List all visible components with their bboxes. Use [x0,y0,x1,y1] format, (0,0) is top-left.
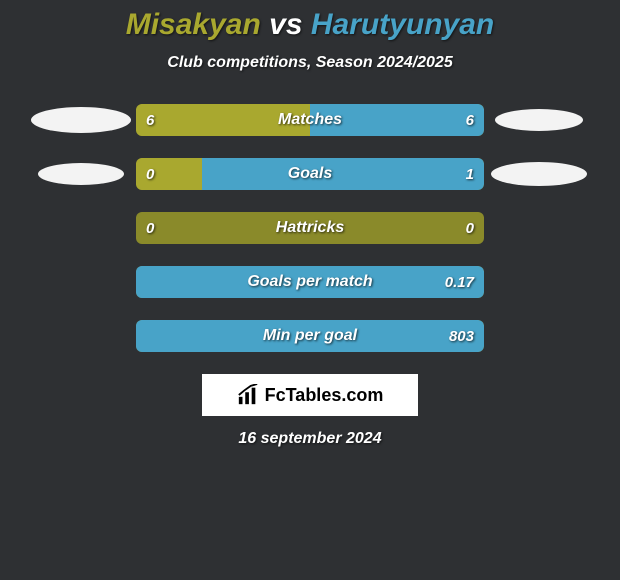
comparison-infographic: Misakyan vs Harutyunyan Club competition… [0,0,620,448]
player-photo-left [38,163,124,185]
stat-row: Goals per match 0.17 [0,262,620,302]
stat-bars: 6 Matches 6 0 Goals 1 0 Hattricks 0 Goals per mat… [0,100,620,356]
player-photo-right-slot [484,154,594,194]
player-photo-right-slot [484,316,594,356]
generated-date: 16 september 2024 [0,430,620,448]
stat-bar: 0 Hattricks 0 [136,212,484,244]
player-photo-left-slot [26,154,136,194]
player-photo-left-slot [26,208,136,248]
stat-value-left: 0 [146,166,154,183]
stat-bar: 6 Matches 6 [136,104,484,136]
stat-bar-right-fill [202,158,484,190]
stat-bar: Min per goal 803 [136,320,484,352]
player-photo-right [495,109,583,131]
player-photo-right [491,162,587,186]
title-vs: vs [269,8,302,41]
stat-label: Goals per match [247,273,372,291]
chart-icon [237,384,259,406]
player-photo-left-slot [26,262,136,302]
title-player-right: Harutyunyan [311,8,494,41]
stat-row: 0 Goals 1 [0,154,620,194]
stat-value-right: 6 [466,112,474,129]
fctables-logo: FcTables.com [202,374,418,416]
stat-label: Min per goal [263,327,357,345]
stat-label: Goals [288,165,332,183]
player-photo-right-slot [484,262,594,302]
stat-value-left: 6 [146,112,154,129]
stat-value-right: 0.17 [445,274,474,291]
player-photo-left [31,107,131,133]
stat-bar: Goals per match 0.17 [136,266,484,298]
stat-value-right: 0 [466,220,474,237]
player-photo-left-slot [26,100,136,140]
stat-value-right: 803 [449,328,474,345]
stat-row: 6 Matches 6 [0,100,620,140]
stat-row: 0 Hattricks 0 [0,208,620,248]
stat-value-left: 0 [146,220,154,237]
title-player-left: Misakyan [126,8,261,41]
stat-row: Min per goal 803 [0,316,620,356]
player-photo-left-slot [26,316,136,356]
stat-label: Matches [278,111,342,129]
subtitle: Club competitions, Season 2024/2025 [0,54,620,72]
logo-text: FcTables.com [265,385,384,406]
stat-value-right: 1 [466,166,474,183]
player-photo-right-slot [484,208,594,248]
page-title: Misakyan vs Harutyunyan [0,8,620,42]
stat-label: Hattricks [276,219,344,237]
stat-bar: 0 Goals 1 [136,158,484,190]
player-photo-right-slot [484,100,594,140]
